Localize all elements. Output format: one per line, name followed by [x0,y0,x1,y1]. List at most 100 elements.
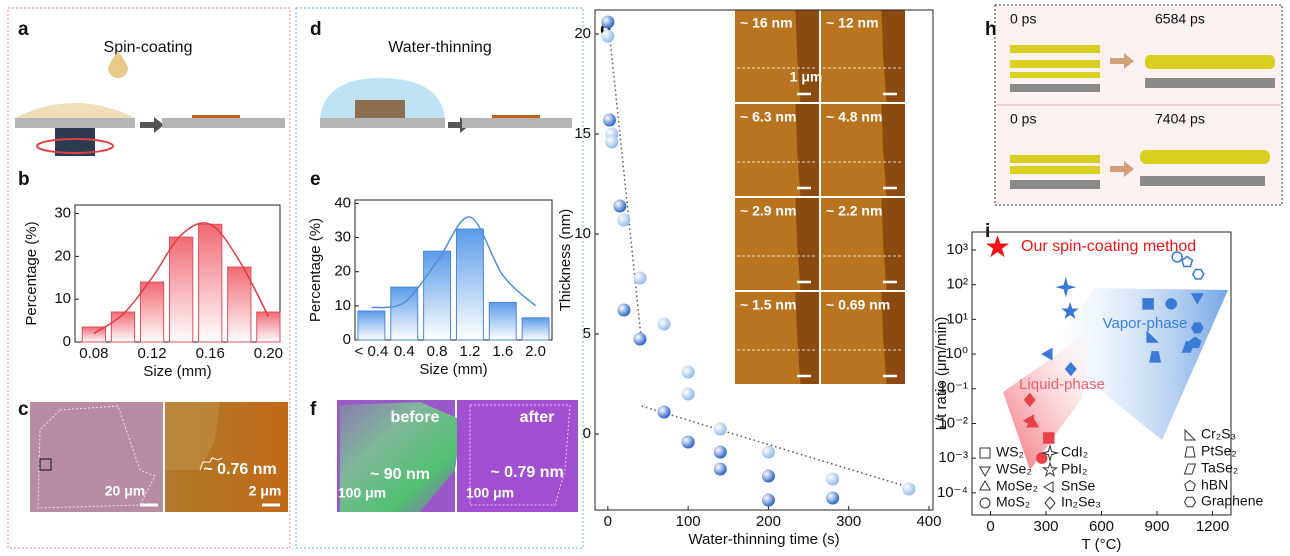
data-point [1061,302,1079,319]
data-point [826,491,840,505]
y-tick-label: 10⁻⁴ [937,484,968,501]
afm-step [881,198,905,290]
legend-marker [1183,496,1197,508]
panel-label: h [985,19,997,40]
legend-marker [979,447,991,459]
afm-step [795,10,819,102]
legend-label: WSe₂ [996,461,1032,477]
region-label: Vapor-phase [1103,315,1188,332]
y-tick-label: 20 [574,25,591,42]
legend-marker [978,479,992,491]
bar [455,228,484,341]
microscope-image [30,402,288,512]
data-point [617,303,631,317]
y-tick-label: 5 [583,325,591,342]
x-tick-label: 0 [604,513,612,530]
bar [521,317,550,341]
legend-marker [978,466,992,478]
bar [256,311,281,343]
image-label: after [520,409,555,426]
data-point [657,317,671,331]
data-point [1022,414,1035,428]
legend-label: Cr₂S₃ [1201,426,1236,442]
legend-marker [1184,479,1196,491]
data-point [633,332,647,346]
bar [139,281,165,343]
bar [423,250,452,341]
thickness-label: ~ 0.69 nm [826,297,890,313]
y-axis-label: Thickness (nm) [557,209,574,312]
data-point [1055,276,1077,298]
x-axis-label: T (°C) [1082,536,1122,553]
y-tick-label: 15 [574,125,591,142]
spin-schematic [15,52,285,156]
bar [110,311,136,343]
x-tick-label: 1.2 [459,343,480,360]
height-label: ~ 0.79 nm [490,464,563,481]
x-axis-label: Size (mm) [143,363,211,380]
x-tick-label: 1.6 [492,343,513,360]
y-tick-label: 10² [946,276,968,293]
legend-marker [1184,428,1197,441]
y-axis-label: Percentage (%) [307,218,324,322]
data-point [1191,268,1205,280]
data-point [1043,432,1055,444]
thickness-label: ~ 2.2 nm [826,203,882,219]
water-schematic [320,78,572,133]
data-point [761,445,775,459]
legend-marker [1040,443,1060,463]
afm-step [795,198,819,290]
data-point [602,113,616,127]
data-point [1165,298,1177,310]
x-tick-label: 300 [836,513,861,530]
x-tick-label: 0.4 [394,343,415,360]
bar [227,266,252,343]
bar [357,310,386,341]
trend-line [641,405,912,489]
panel-label: c [18,399,29,420]
y-axis-label: Percentage (%) [23,221,40,325]
y-tick-label: 10 [574,225,591,242]
legend-marker [1183,463,1197,475]
data-point [601,29,615,43]
data-point [761,469,775,483]
image-label: before [391,409,440,426]
x-tick-label: 0.08 [79,345,108,362]
x-tick-label: 200 [756,513,781,530]
data-point [681,387,695,401]
scale-label: 20 μm [105,483,145,499]
legend-marker [979,497,991,509]
legend-label: PbI₂ [1061,461,1087,477]
data-point [657,405,671,419]
scale-label: 100 μm [466,485,514,501]
data-point [902,482,916,496]
panel-label: f [310,399,317,420]
afm-step [881,104,905,196]
data-point [681,365,695,379]
bar [198,223,223,343]
thickness-label: ~ 6.3 nm [740,109,796,125]
data-point [1041,347,1053,361]
y-tick-label: 40 [334,194,351,211]
legend-label: Our spin-coating method [1021,238,1196,255]
panel-title: Spin-coating [104,39,193,56]
x-tick-label: 100 [676,513,701,530]
afm-step [881,10,905,102]
time-label: 6584 ps [1155,11,1205,27]
legend-label: PtSe₂ [1201,443,1237,459]
x-axis-label: Size (mm) [419,361,487,378]
scale-label: 1 μm [790,69,823,85]
panel-frame [994,4,1283,206]
y-tick-label: 30 [54,205,71,222]
data-point [1189,336,1202,349]
data-point [1171,251,1183,263]
bar [488,301,517,341]
panel-label: e [310,169,321,190]
height-label: ~ 90 nm [370,466,430,483]
data-point [605,135,619,149]
panel-frame [7,7,291,549]
data-point [713,462,727,476]
thickness-label: ~ 12 nm [826,15,879,31]
x-axis-label: Water-thinning time (s) [688,531,839,548]
